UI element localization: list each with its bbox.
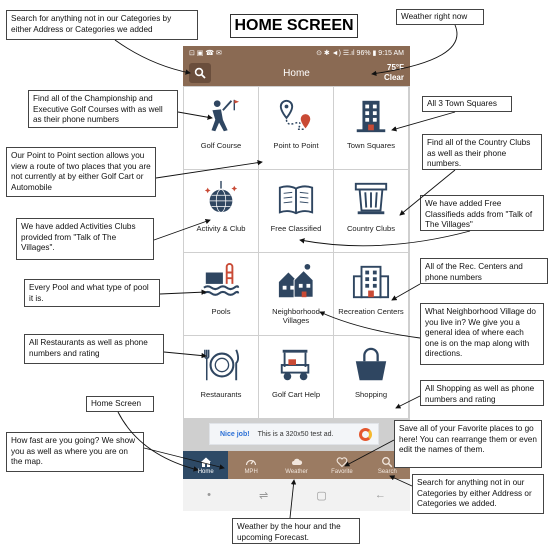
tile-label: Neighborhood Villages <box>272 307 320 325</box>
note-classified: We have added Free Classifieds adds from… <box>420 195 544 231</box>
temperature: 75°F <box>387 63 404 72</box>
note-country: Find all of the Country Clubs as well as… <box>422 134 542 170</box>
tile-label: Recreation Centers <box>338 307 404 316</box>
tile-activity-club[interactable]: Activity & Club <box>184 170 258 252</box>
nav-dot-icon[interactable]: • <box>207 489 211 501</box>
village-icon <box>278 263 314 298</box>
search-icon <box>194 67 206 79</box>
note-pool: Every Pool and what type of pool it is. <box>24 279 160 307</box>
book-icon <box>278 185 314 215</box>
plate-icon <box>204 349 240 381</box>
page-title: HOME SCREEN <box>230 14 358 38</box>
android-nav-bar: • ⇌ ▢ ← <box>183 479 410 511</box>
golfer-icon <box>211 99 240 132</box>
note-rec: All of the Rec. Centers and phone number… <box>420 258 548 284</box>
tile-label: Restaurants <box>200 390 242 399</box>
arrow-search-top <box>114 39 191 75</box>
tile-town-squares[interactable]: Town Squares <box>334 87 408 169</box>
note-weather-now: Weather right now <box>396 9 484 25</box>
tile-pools[interactable]: Pools <box>184 253 258 335</box>
tab-mph[interactable]: MPH <box>228 451 273 479</box>
status-right: ⊙ ✱ ◄) ☰.ıl 96% ▮ 9:15 AM <box>316 50 404 57</box>
shopping-bag-icon <box>355 347 387 381</box>
search-button[interactable] <box>189 63 211 83</box>
tab-label: Favorite <box>331 468 353 475</box>
note-restaurants: All Restaurants as well as phone numbers… <box>24 334 164 364</box>
heart-icon <box>336 456 348 467</box>
note-activities: We have added Activities Clubs provided … <box>16 218 154 260</box>
tab-favorite[interactable]: Favorite <box>319 451 364 479</box>
tile-label: Activity & Club <box>196 224 246 233</box>
tile-country-clubs[interactable]: Country Clubs <box>334 170 408 252</box>
tile-neighborhood-villages[interactable]: Neighborhood Villages <box>259 253 333 335</box>
tile-label: Country Clubs <box>346 224 396 233</box>
golf-cart-icon <box>280 349 310 381</box>
ad-nice-text: Nice job! <box>220 430 250 438</box>
note-search-bottom: Search for anything not in our Categorie… <box>412 474 544 514</box>
note-shopping: All Shopping as well as phone numbers an… <box>420 380 544 406</box>
status-left: ⊡ ▣ ☎ ✉ <box>189 50 222 57</box>
tab-label: Home <box>197 468 214 475</box>
weather-condition: Clear <box>383 73 404 82</box>
cloud-icon <box>291 458 302 465</box>
phone-screen: ⊡ ▣ ☎ ✉ ⊙ ✱ ◄) ☰.ıl 96% ▮ 9:15 AM Home 7… <box>183 46 410 511</box>
weather-now-button[interactable]: 75°F Clear <box>384 63 404 83</box>
note-search-top: Search for anything not in our Categorie… <box>6 10 198 40</box>
tile-label: Golf Cart Help <box>271 390 321 399</box>
disco-ball-icon <box>204 180 238 213</box>
tile-restaurants[interactable]: Restaurants <box>184 336 258 418</box>
recent-apps-icon[interactable]: ⇌ <box>259 489 269 502</box>
tile-label: Shopping <box>354 390 388 399</box>
tab-label: MPH <box>244 468 258 475</box>
tile-golf-cart-help[interactable]: Golf Cart Help <box>259 336 333 418</box>
note-point: Our Point to Point section allows you vi… <box>6 147 156 197</box>
category-grid: Golf Course Point to Point Town Squares … <box>183 86 410 468</box>
status-bar: ⊡ ▣ ☎ ✉ ⊙ ✱ ◄) ☰.ıl 96% ▮ 9:15 AM <box>183 46 410 60</box>
app-bar: Home 75°F Clear <box>183 60 410 86</box>
tile-free-classified[interactable]: Free Classified <box>259 170 333 252</box>
home-icon <box>200 457 211 467</box>
ad-text: This is a 320x50 test ad. <box>257 430 334 438</box>
nav-home-icon[interactable]: ▢ <box>316 489 327 502</box>
note-favorite: Save all of your Favorite places to go h… <box>394 420 542 468</box>
ad-logo-icon <box>359 428 372 441</box>
tab-label: Weather <box>285 468 308 475</box>
app-title: Home <box>283 67 310 79</box>
tab-label: Search <box>377 468 397 475</box>
tile-label: Pools <box>211 307 231 316</box>
bottom-tab-bar: Home MPH Weather Favorite Search <box>183 451 410 479</box>
pillar-icon <box>354 182 388 215</box>
pool-icon <box>203 263 240 296</box>
back-icon[interactable]: ← <box>374 489 386 501</box>
note-town: All 3 Town Squares <box>422 96 512 112</box>
tile-recreation-centers[interactable]: Recreation Centers <box>334 253 408 335</box>
tile-golf-course[interactable]: Golf Course <box>184 87 258 169</box>
tab-home[interactable]: Home <box>183 451 229 479</box>
speedometer-icon <box>246 459 257 465</box>
tile-label: Town Squares <box>346 141 396 150</box>
note-village: What Neighborhood Village do you live in… <box>420 303 544 365</box>
note-weather-forecast: Weather by the hour and the upcoming For… <box>232 518 360 544</box>
rec-center-icon <box>352 265 390 299</box>
search-icon <box>382 456 393 467</box>
tab-weather[interactable]: Weather <box>274 451 319 479</box>
tile-label: Point to Point <box>273 141 319 150</box>
note-golf: Find all of the Championship and Executi… <box>28 90 178 128</box>
test-ad-banner[interactable]: Nice job! This is a 320x50 test ad. <box>209 423 379 445</box>
tile-label: Golf Course <box>200 141 242 150</box>
tile-point-to-point[interactable]: Point to Point <box>259 87 333 169</box>
tile-label: Free Classified <box>270 224 322 233</box>
note-home: Home Screen <box>86 396 154 412</box>
tile-shopping[interactable]: Shopping <box>334 336 408 418</box>
building-icon <box>356 100 386 133</box>
route-icon <box>279 99 311 131</box>
note-mph: How fast are you going? We show you as w… <box>6 432 144 472</box>
